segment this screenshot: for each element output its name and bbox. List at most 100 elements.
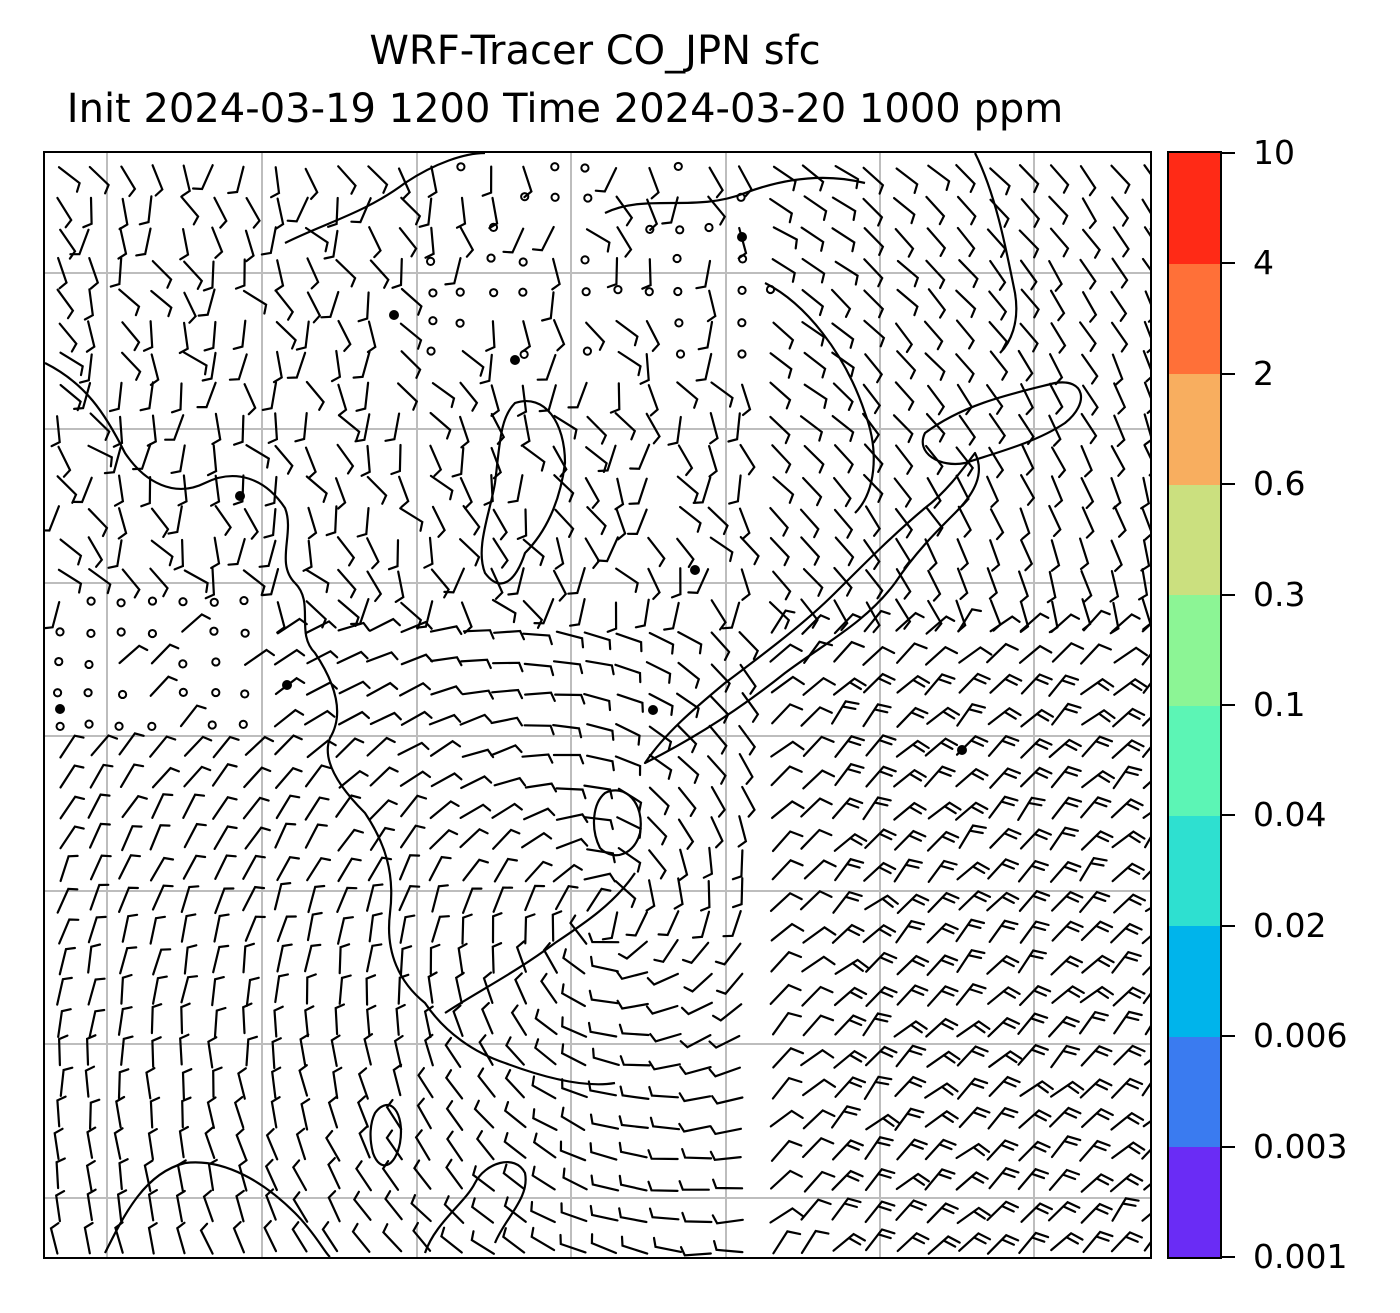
wind-barb (958, 1106, 991, 1129)
wind-barb (299, 1033, 310, 1066)
wind-barb (356, 507, 370, 538)
wind-barb (400, 710, 433, 726)
wind-barb (618, 1174, 648, 1192)
wind-barb (1018, 1140, 1051, 1162)
wind-barb (1142, 1120, 1150, 1128)
wind-barb (117, 227, 128, 260)
wind-barb (181, 1096, 192, 1129)
wind-barb (648, 692, 674, 716)
wind-barb (180, 195, 200, 226)
wind-barb (1143, 413, 1150, 446)
wind-barb (84, 1065, 96, 1098)
wind-barb (687, 568, 710, 595)
calm-wind-marker (519, 349, 529, 359)
wind-barb (1082, 291, 1098, 323)
wind-barb (366, 320, 377, 354)
wind-barb (57, 1008, 72, 1038)
wind-barb (355, 1160, 372, 1192)
wind-barb (152, 975, 168, 1005)
wind-barb (709, 1150, 742, 1161)
wind-barb (926, 922, 959, 944)
wind-barb (769, 983, 802, 1005)
wind-barb (238, 1159, 248, 1192)
wind-barb (212, 796, 238, 820)
wind-barb (800, 226, 825, 252)
wind-barb (832, 890, 863, 914)
wind-barb (895, 739, 930, 758)
wind-barb (109, 257, 123, 288)
wind-barb (803, 383, 828, 409)
wind-barb (244, 915, 266, 942)
wind-barb (648, 166, 660, 200)
wind-barb (1050, 322, 1067, 354)
wind-barb (865, 505, 881, 537)
wind-barb (49, 1222, 60, 1255)
wind-barb (708, 1034, 741, 1049)
wind-barb (800, 828, 833, 850)
wind-barb (1079, 1139, 1111, 1162)
wind-barb (592, 1047, 620, 1066)
wind-barb (1111, 613, 1141, 633)
wind-barb (769, 643, 803, 663)
calm-wind-marker (211, 657, 221, 667)
wind-barb (306, 257, 320, 290)
wind-barb (1080, 1202, 1113, 1224)
colorbar-segment (1169, 1146, 1220, 1257)
wind-barb (865, 765, 897, 788)
colorbar-tick (1221, 593, 1235, 596)
wind-barb (85, 320, 96, 353)
wind-barb (989, 167, 1011, 196)
wind-barb (710, 663, 731, 693)
wind-barb (769, 352, 793, 379)
wind-barb (597, 444, 617, 473)
wind-barb (118, 886, 139, 913)
wind-barb (895, 919, 926, 944)
wind-barb (228, 353, 248, 381)
wind-barb (709, 1125, 742, 1136)
wind-barb (670, 567, 682, 599)
wind-barb (864, 353, 884, 384)
colorbar-tick (1221, 1256, 1235, 1258)
wind-barb (507, 474, 524, 504)
colorbar-tick-label: 4 (1253, 243, 1274, 283)
wind-barb (214, 854, 237, 880)
wind-barb (149, 567, 169, 598)
wind-barb (103, 446, 122, 475)
wind-barb (412, 1221, 432, 1252)
wind-barb (88, 568, 112, 595)
wind-barb (87, 508, 109, 538)
wind-barb (88, 257, 100, 290)
wind-barb (516, 384, 528, 417)
wind-barb (1051, 890, 1084, 912)
wind-barb (532, 1132, 557, 1159)
wind-barb (709, 694, 730, 724)
wind-barb (559, 1233, 587, 1254)
wind-barb (337, 857, 362, 883)
calm-wind-marker (489, 288, 499, 298)
wind-barb (490, 716, 523, 727)
wind-barb (958, 824, 987, 849)
wind-barb (482, 971, 494, 1004)
wind-barb (151, 164, 164, 197)
wind-barb (59, 795, 86, 820)
wind-barb (530, 1200, 556, 1224)
wind-barb (429, 474, 454, 501)
calm-wind-marker (675, 349, 686, 359)
wind-barb (553, 414, 578, 440)
wind-barb (1079, 985, 1114, 1004)
wind-barb (1049, 164, 1070, 194)
wind-barb (802, 926, 837, 944)
wind-barb (304, 943, 322, 973)
wind-barb (90, 734, 119, 757)
wind-barb (1018, 164, 1040, 194)
coastlines (45, 153, 1083, 1257)
wind-barb (924, 737, 959, 757)
wind-barb (1020, 539, 1034, 572)
wind-barb (1080, 920, 1114, 942)
wind-barb (1144, 1025, 1150, 1036)
wind-barb (531, 1075, 557, 1100)
wind-barb (523, 807, 556, 821)
station-dot (957, 745, 967, 755)
wind-barb (683, 972, 713, 993)
wind-barb (589, 1113, 620, 1130)
